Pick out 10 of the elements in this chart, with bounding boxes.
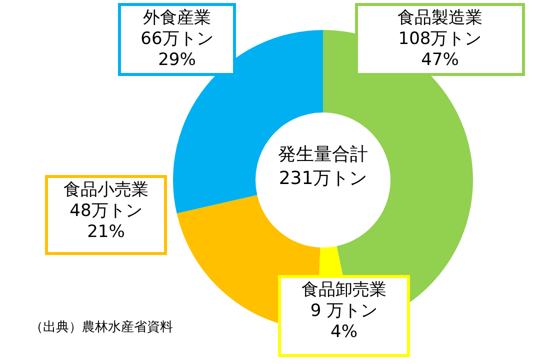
- data-label: 66万トン 29%: [140, 29, 214, 70]
- data-label: 48万トン 21%: [70, 201, 142, 242]
- slice-label: 食品卸売業: [302, 280, 386, 300]
- text: 発生量合計 231万トン: [277, 143, 369, 191]
- data-label: 108万トン 47%: [398, 29, 482, 70]
- data-label: 9 万トン 4%: [310, 301, 378, 342]
- slice-label: 食品製造業: [398, 8, 482, 28]
- slice-label: 外食産業: [143, 8, 211, 28]
- slice-label: 食品小売業: [64, 180, 148, 200]
- text: （出典）農林水産省資料: [30, 319, 174, 337]
